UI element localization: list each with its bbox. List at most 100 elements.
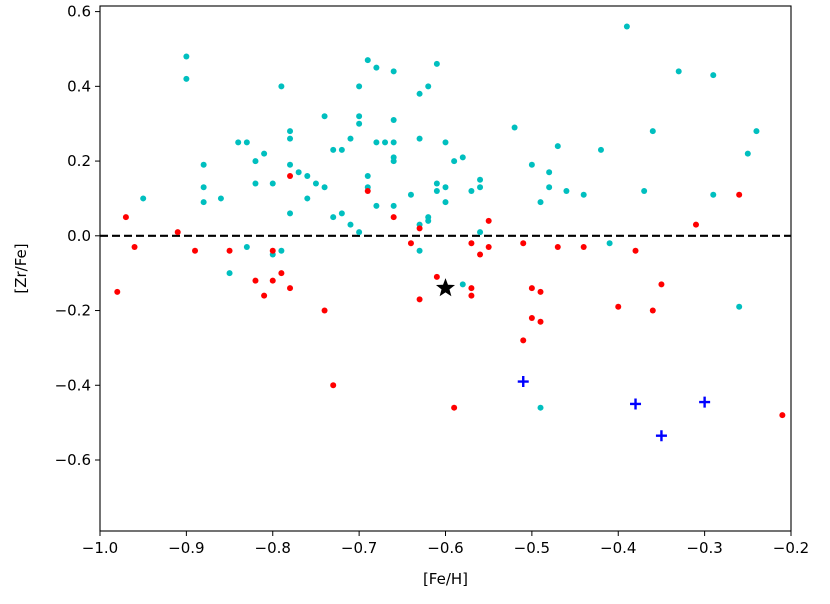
data-point-s0-69 — [477, 176, 484, 183]
data-point-s0-85 — [649, 128, 656, 135]
data-point-s1-0 — [114, 288, 121, 295]
data-point-s0-18 — [287, 128, 294, 135]
data-point-s0-1 — [183, 53, 190, 60]
data-point-s0-6 — [217, 195, 224, 202]
data-point-s0-8 — [235, 139, 242, 146]
y-tick-label: 0.4 — [67, 77, 91, 95]
data-point-s1-8 — [269, 277, 276, 284]
data-point-s0-62 — [442, 139, 449, 146]
data-point-s1-19 — [416, 296, 423, 303]
data-points-layer — [114, 23, 786, 442]
data-point-s1-33 — [537, 318, 544, 325]
x-tick-label: −0.8 — [255, 539, 291, 557]
data-point-s3-0 — [435, 278, 456, 297]
data-point-s0-26 — [321, 113, 328, 120]
data-point-s0-51 — [407, 191, 414, 198]
data-point-s1-6 — [252, 277, 259, 284]
x-tick-label: −0.4 — [600, 539, 636, 557]
data-point-s1-20 — [433, 273, 440, 280]
data-point-s0-60 — [433, 180, 440, 187]
data-point-s0-10 — [243, 244, 250, 251]
data-point-s0-74 — [537, 199, 544, 206]
data-point-s2-1 — [630, 398, 642, 410]
data-point-s0-24 — [304, 195, 311, 202]
data-point-s1-38 — [649, 307, 656, 314]
data-point-s0-33 — [347, 221, 354, 228]
data-point-s0-66 — [459, 154, 466, 161]
data-point-s0-73 — [528, 161, 535, 168]
data-point-s0-25 — [312, 180, 319, 187]
data-point-s0-61 — [433, 187, 440, 194]
data-point-s0-11 — [252, 158, 259, 165]
data-point-s0-78 — [554, 143, 561, 150]
data-point-s0-58 — [425, 217, 432, 224]
data-point-s0-41 — [373, 64, 380, 71]
data-point-s1-25 — [477, 251, 484, 258]
data-point-s0-34 — [356, 83, 363, 90]
data-point-s1-16 — [390, 214, 397, 221]
y-axis-label: [Zr/Fe] — [12, 243, 30, 293]
data-point-s0-91 — [753, 128, 760, 135]
data-point-s0-22 — [295, 169, 302, 176]
data-point-s1-11 — [287, 173, 294, 180]
data-point-s0-53 — [416, 135, 423, 142]
data-point-s0-79 — [563, 187, 570, 194]
data-point-s0-52 — [416, 90, 423, 97]
data-point-s0-89 — [736, 303, 743, 310]
data-point-s0-90 — [744, 150, 751, 157]
data-point-s0-29 — [330, 214, 337, 221]
data-point-s0-68 — [468, 187, 475, 194]
data-point-s1-2 — [131, 244, 138, 251]
x-tick-label: −1.0 — [82, 539, 118, 557]
data-point-s2-0 — [517, 376, 529, 388]
data-point-s0-28 — [330, 146, 337, 153]
y-tick-label: 0.6 — [67, 3, 91, 21]
data-point-s1-27 — [485, 244, 492, 251]
data-point-s0-12 — [252, 180, 259, 187]
y-axis-ticks: −0.6 −0.4 −0.2 0.0 0.2 0.4 0.6 — [55, 3, 100, 469]
y-tick-label: −0.2 — [55, 302, 91, 320]
data-point-s0-75 — [537, 404, 544, 411]
data-point-s1-42 — [779, 412, 786, 419]
data-point-s0-9 — [243, 139, 250, 146]
x-tick-label: −0.7 — [341, 539, 377, 557]
data-point-s0-2 — [183, 75, 190, 82]
data-point-s1-34 — [554, 244, 561, 251]
data-point-s0-0 — [140, 195, 147, 202]
data-point-s1-29 — [520, 337, 527, 344]
data-point-s0-17 — [278, 247, 285, 254]
data-point-s1-40 — [692, 221, 699, 228]
plot-frame — [99, 5, 792, 532]
data-point-s0-80 — [580, 191, 587, 198]
data-point-s1-41 — [736, 191, 743, 198]
data-point-s0-59 — [433, 60, 440, 67]
data-point-s0-67 — [459, 281, 466, 288]
data-point-s0-87 — [710, 72, 717, 79]
data-point-s0-7 — [226, 270, 233, 277]
data-point-s0-37 — [356, 229, 363, 236]
x-axis-ticks: −1.0 −0.9 −0.8 −0.7 −0.6 −0.5 −0.4 −0.3 −0.2 — [82, 531, 809, 557]
data-point-s1-1 — [122, 214, 129, 221]
data-point-s1-10 — [278, 270, 285, 277]
data-point-s1-4 — [192, 247, 199, 254]
y-tick-label: 0.2 — [67, 152, 91, 170]
data-point-s1-18 — [416, 225, 423, 232]
data-point-s0-14 — [269, 180, 276, 187]
data-point-s0-19 — [287, 135, 294, 142]
data-point-s0-27 — [321, 184, 328, 191]
data-point-s1-36 — [615, 303, 622, 310]
data-point-s1-15 — [364, 187, 371, 194]
data-point-s0-23 — [304, 173, 311, 180]
data-point-s0-44 — [382, 139, 389, 146]
data-point-s0-50 — [390, 202, 397, 209]
data-point-s1-26 — [485, 217, 492, 224]
y-tick-label: −0.4 — [55, 376, 91, 394]
data-point-s1-9 — [269, 247, 276, 254]
data-point-s1-12 — [287, 285, 294, 292]
data-point-s0-47 — [390, 139, 397, 146]
data-point-s0-88 — [710, 191, 717, 198]
data-point-s1-32 — [537, 288, 544, 295]
data-point-s0-76 — [546, 169, 553, 176]
data-point-s0-5 — [200, 199, 207, 206]
